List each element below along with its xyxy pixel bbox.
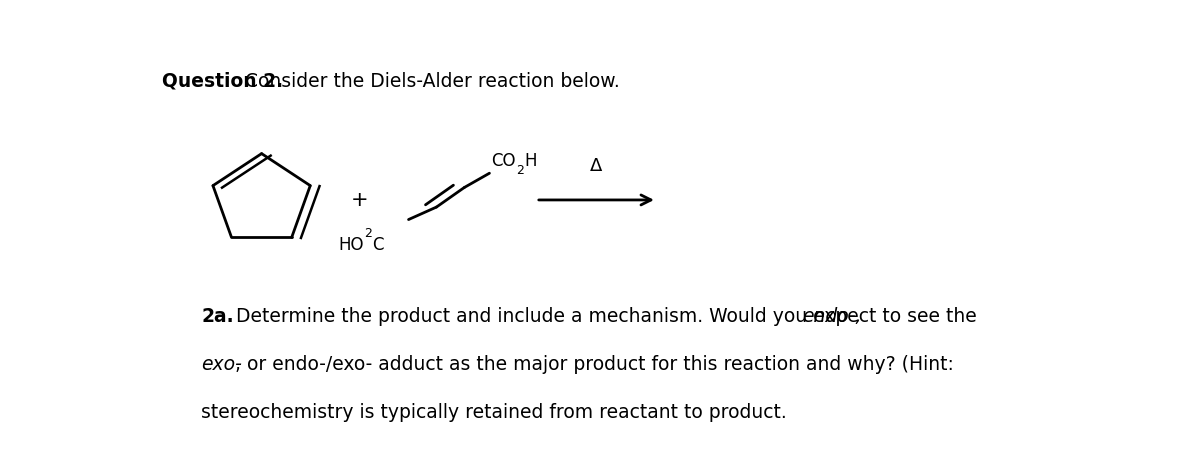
Text: +: +	[350, 190, 368, 210]
Text: H: H	[524, 152, 538, 169]
Text: Determine the product and include a mechanism. Would you expect to see the: Determine the product and include a mech…	[230, 307, 983, 326]
Text: C: C	[372, 236, 384, 254]
Text: , or endo-/exo- adduct as the major product for this reaction and why? (Hint:: , or endo-/exo- adduct as the major prod…	[235, 355, 954, 374]
Text: HO: HO	[338, 236, 365, 254]
Text: Δ: Δ	[590, 157, 602, 175]
Text: CO: CO	[491, 152, 516, 169]
Text: 2: 2	[364, 227, 372, 240]
Text: 2a.: 2a.	[202, 307, 234, 326]
Text: exo-: exo-	[202, 355, 242, 374]
Text: endo-,: endo-,	[802, 307, 862, 326]
Text: Question 2.: Question 2.	[162, 72, 283, 91]
Text: Consider the Diels-Alder reaction below.: Consider the Diels-Alder reaction below.	[239, 72, 620, 91]
Text: 2: 2	[516, 164, 524, 177]
Text: stereochemistry is typically retained from reactant to product.: stereochemistry is typically retained fr…	[202, 403, 787, 422]
